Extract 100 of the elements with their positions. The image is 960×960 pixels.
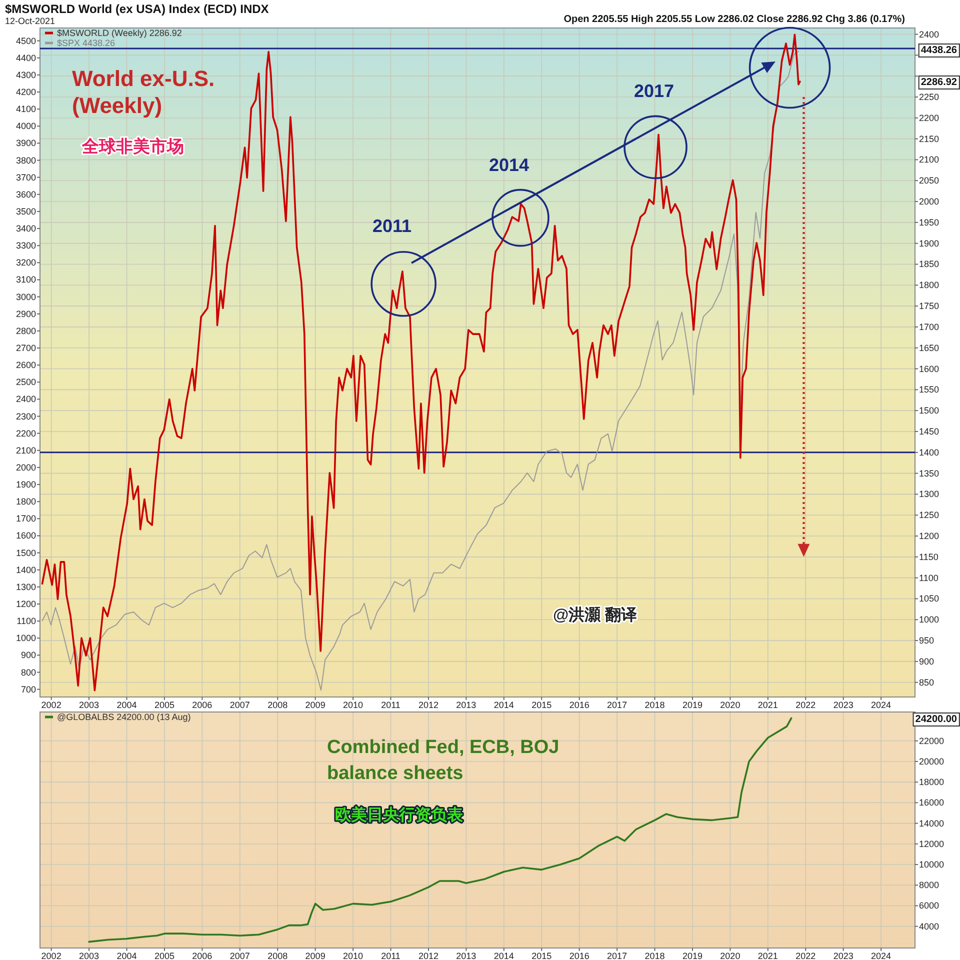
x-tick-label: 2017 <box>607 700 628 710</box>
chart-subtitle: 12-Oct-2021 <box>5 16 56 26</box>
y-tick-label: 2200 <box>16 428 36 438</box>
x-tick-label: 2006 <box>192 951 212 960</box>
y2-tick-label: 850 <box>919 677 934 688</box>
x-tick-label: 2024 <box>871 700 892 710</box>
x-tick-label: 2006 <box>192 700 212 710</box>
y-tick-label: 3100 <box>16 274 36 285</box>
x-tick-label: 2007 <box>230 951 250 960</box>
y2-tick-label: 1350 <box>919 468 940 478</box>
x-tick-label: 2019 <box>682 951 702 960</box>
y-tick-label: 800 <box>20 667 36 678</box>
x-tick-label: 2015 <box>532 951 552 960</box>
annotation: 2011 <box>372 216 412 236</box>
y-tick-label: 1300 <box>16 582 36 592</box>
x-tick-label: 2015 <box>532 700 552 710</box>
y-tick-label: 2000 <box>16 462 36 472</box>
y2-tick-label: 1850 <box>919 259 940 270</box>
x-tick-label: 2003 <box>79 700 100 710</box>
y2-tick-label: 1750 <box>919 301 940 312</box>
y-tick-label: 4400 <box>16 52 36 63</box>
x-tick-label: 2002 <box>41 700 62 710</box>
chart-title: $MSWORLD World (ex USA) Index (ECD) INDX <box>5 2 269 16</box>
text: 24200.00 <box>915 714 958 725</box>
y-tick-label: 1400 <box>16 564 36 575</box>
y-tick-label: 4300 <box>16 70 36 80</box>
y2-tick-label: 1550 <box>919 384 940 395</box>
y-tick-label: 3900 <box>16 138 36 148</box>
y-tick-label: 2800 <box>16 326 36 336</box>
y-tick-label: 10000 <box>919 860 944 870</box>
y-tick-label: 2300 <box>16 411 36 422</box>
x-tick-label: 2021 <box>758 951 778 960</box>
y-tick-label: 2100 <box>16 445 36 456</box>
y-tick-label: 3000 <box>16 292 36 302</box>
x-tick-label: 2007 <box>230 700 250 710</box>
x-tick-label: 2009 <box>305 700 326 710</box>
x-tick-label: 2010 <box>343 951 364 960</box>
y-tick-label: 3300 <box>16 240 36 251</box>
annotation: Combined Fed, ECB, BOJ balance sheets <box>327 737 560 784</box>
legend-label: $SPX 4438.26 <box>57 38 116 48</box>
y-tick-label: 3800 <box>16 155 36 166</box>
x-tick-label: 2010 <box>343 700 364 710</box>
x-tick-label: 2008 <box>268 951 288 960</box>
y-tick-label: 1800 <box>16 496 36 507</box>
y-tick-label: 22000 <box>919 736 944 746</box>
y-tick-label: 4000 <box>16 121 36 132</box>
y-tick-label: 4500 <box>16 36 36 46</box>
x-tick-label: 2005 <box>154 700 174 710</box>
x-tick-label: 2021 <box>758 700 778 710</box>
text: 2286.92 <box>920 77 958 88</box>
y-tick-label: 3200 <box>16 258 36 268</box>
annotation: 2014 <box>488 155 530 175</box>
x-tick-label: 2002 <box>41 951 62 960</box>
y-tick-label: 2500 <box>16 377 36 388</box>
y-tick-label: 8000 <box>919 880 940 890</box>
y-tick-label: 2400 <box>16 394 36 404</box>
x-tick-label: 2023 <box>833 700 854 710</box>
y2-tick-label: 2050 <box>919 176 940 186</box>
x-tick-label: 2012 <box>418 700 438 710</box>
text: Open 2205.55 High 2205.55 Low 2286.02 Close 2286.92 Chg 3.86 (0.17%) <box>564 14 905 25</box>
y2-tick-label: 2250 <box>919 92 940 102</box>
y-tick-label: 2600 <box>16 360 36 370</box>
legend-label: $MSWORLD (Weekly) 2286.92 <box>57 28 182 38</box>
y-tick-label: 1200 <box>16 598 36 609</box>
y-tick-label: 1900 <box>16 480 36 490</box>
y2-tick-label: 1250 <box>919 510 940 520</box>
x-tick-label: 2013 <box>456 951 476 960</box>
y-tick-label: 4100 <box>16 104 36 114</box>
x-tick-label: 2018 <box>644 951 665 960</box>
annotation: 全球非美市场 <box>81 137 184 156</box>
y2-tick-label: 2150 <box>919 134 940 144</box>
legend-label: @GLOBALBS 24200.00 (13 Aug) <box>57 712 191 722</box>
annotation: World ex-U.S. (Weekly) <box>72 66 215 118</box>
y-tick-label: 1500 <box>16 548 36 558</box>
y-tick-label: 700 <box>20 684 36 694</box>
x-tick-label: 2008 <box>268 700 288 710</box>
x-tick-label: 2016 <box>569 700 590 710</box>
x-tick-label: 2004 <box>116 951 137 960</box>
annotation: 欧美日央行资负表 <box>335 805 464 824</box>
x-tick-label: 2022 <box>796 951 816 960</box>
y-tick-label: 6000 <box>919 900 940 911</box>
y2-tick-label: 950 <box>919 636 934 646</box>
y-tick-label: 1100 <box>16 616 36 626</box>
x-tick-label: 2003 <box>79 951 100 960</box>
annotation: 2017 <box>634 81 674 101</box>
y2-tick-label: 1950 <box>919 217 940 228</box>
y-tick-label: 14000 <box>919 818 944 828</box>
text: 4438.26 <box>920 45 958 56</box>
y-tick-label: 16000 <box>919 798 944 808</box>
y-tick-label: 3400 <box>16 224 36 234</box>
x-tick-label: 2019 <box>682 700 702 710</box>
y-tick-label: 4000 <box>919 921 940 932</box>
y-tick-label: 3700 <box>16 172 36 182</box>
y2-tick-label: 1150 <box>919 552 938 562</box>
y-tick-label: 4200 <box>16 87 36 97</box>
y-tick-label: 20000 <box>919 756 944 766</box>
y-tick-label: 2900 <box>16 308 36 319</box>
x-tick-label: 2013 <box>456 700 476 710</box>
y2-tick-label: 1650 <box>919 342 940 353</box>
y-tick-label: 900 <box>20 650 36 660</box>
